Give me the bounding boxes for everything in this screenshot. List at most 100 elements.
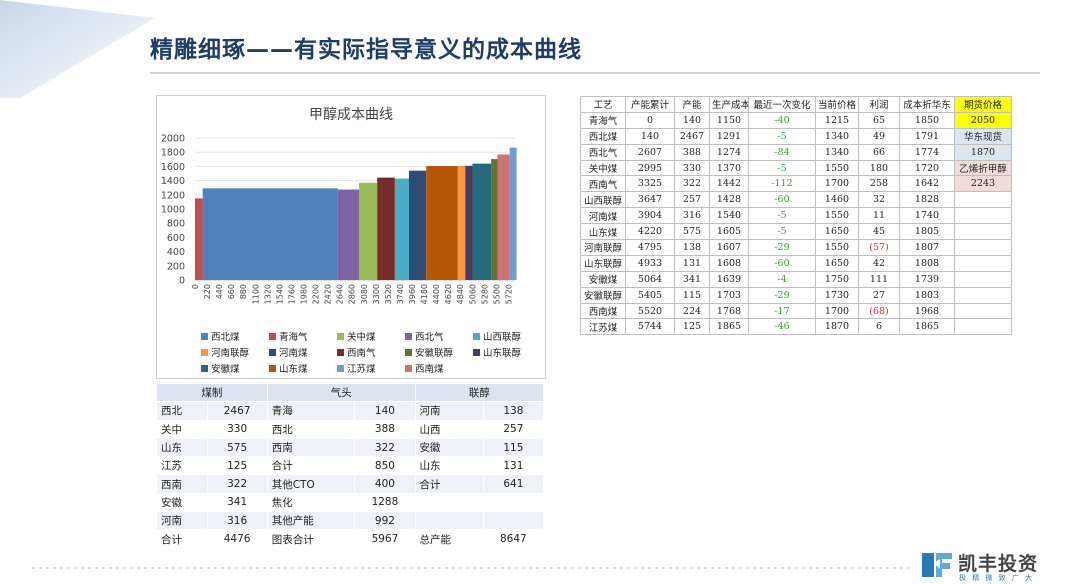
cost-header-row: 工艺 产能累计 产能 生产成本 最近一次变化 当前价格 利润 成本折华东 期货价格 — [580, 96, 1012, 113]
bar-江苏煤 — [509, 147, 517, 280]
legend-item: 西南气 — [337, 348, 405, 360]
cost-cell: 1739 — [899, 270, 955, 288]
summary-value-cell: 341 — [206, 492, 268, 513]
cost-cell: 0 — [625, 111, 675, 129]
summary-label-cell: 安徽 — [414, 437, 484, 458]
summary-label-cell: 合计 — [266, 456, 356, 476]
summary-row: 安徽 341 焦化 1288 — [156, 492, 545, 513]
summary-label-cell: 河南 — [156, 511, 208, 531]
cost-cell: 1700 — [815, 302, 859, 320]
cost-cell: 1740 — [899, 207, 955, 225]
legend-item: 西南煤 — [405, 364, 473, 376]
cost-cell: -46 — [748, 318, 816, 336]
legend-item: 河南煤 — [269, 348, 337, 360]
cost-row: 安徽煤 5064 341 1639 -4 1750 111 1739 — [580, 270, 1012, 288]
empty-side-cell — [954, 207, 1012, 225]
legend-label: 山东联醇 — [483, 348, 522, 359]
cost-cell: 江苏煤 — [580, 318, 626, 336]
cost-cell: -112 — [748, 175, 816, 193]
logo-name: 凯丰投资 — [958, 553, 1039, 575]
summary-value-cell: 330 — [206, 419, 268, 439]
cost-cell: 安徽联醇 — [580, 286, 626, 304]
legend-swatch — [269, 365, 276, 372]
cost-cell: 575 — [674, 223, 710, 241]
cost-cell: 5744 — [625, 318, 675, 336]
cost-cell: 316 — [674, 207, 710, 225]
summary-value-cell: 257 — [482, 419, 545, 439]
cost-cell: 138 — [674, 239, 710, 256]
y-tick-label: 600 — [167, 233, 185, 244]
cost-cell: 45 — [858, 223, 900, 241]
x-tick-label: 4620 — [444, 284, 453, 304]
cost-header-cell: 成本折华东 — [899, 96, 955, 113]
summary-label-cell: 合计 — [156, 529, 208, 549]
legend-swatch — [473, 349, 480, 356]
summary-label-cell: 焦化 — [266, 492, 356, 513]
summary-value-cell: 2467 — [206, 401, 268, 421]
cost-cell: 山西联醇 — [580, 191, 626, 209]
x-tick-label: 3740 — [396, 284, 405, 304]
cost-cell: 1808 — [899, 254, 955, 272]
cost-cell: 257 — [674, 191, 710, 209]
cost-cell: 西北煤 — [580, 127, 626, 145]
legend-swatch — [201, 349, 208, 356]
summary-row: 江苏 125 合计 850 山东 131 — [156, 456, 545, 476]
cost-cell: 32 — [858, 191, 900, 209]
legend-swatch — [269, 333, 276, 340]
summary-value-cell: 131 — [482, 456, 545, 476]
cost-cell: 42 — [858, 254, 900, 272]
cost-cell: 180 — [858, 159, 900, 177]
summary-header-gas: 气头 — [266, 382, 416, 403]
summary-value-cell: 388 — [354, 419, 416, 439]
chart-canvas: 甲醇成本曲线 200018001600140012001000800600400… — [161, 106, 517, 304]
cost-row: 山东联醇 4933 131 1608 -60 1650 42 1808 — [580, 254, 1012, 272]
cost-cell: 2995 — [625, 159, 675, 177]
summary-label-cell: 西南 — [266, 437, 356, 458]
summary-value-cell: 322 — [206, 474, 268, 494]
cost-cell: 1805 — [899, 223, 955, 241]
summary-value-cell: 400 — [354, 474, 416, 494]
bar-山东煤 — [426, 166, 458, 280]
cost-cell: 1703 — [709, 286, 749, 304]
east-spot-label: 华东现货 — [954, 127, 1012, 145]
cost-cell: 1607 — [709, 239, 749, 256]
title-divider — [150, 72, 1040, 74]
summary-value-cell: 138 — [482, 401, 545, 421]
summary-label-cell: 青海 — [266, 401, 356, 421]
cost-cell: 1291 — [709, 127, 749, 145]
x-tick-label: 5060 — [468, 284, 477, 304]
cost-cell: 1650 — [815, 254, 859, 272]
chart-title: 甲醇成本曲线 — [309, 106, 393, 123]
legend-label: 安徽联醇 — [415, 348, 454, 359]
summary-label-cell: 其他产能 — [266, 511, 356, 531]
legend-swatch — [337, 333, 344, 340]
cost-cell: 1460 — [815, 191, 859, 209]
cost-cell: -29 — [748, 286, 816, 304]
legend-swatch — [269, 349, 276, 356]
cost-cell: 65 — [858, 111, 900, 129]
cost-cell: 140 — [625, 127, 675, 145]
legend-label: 山东煤 — [279, 364, 308, 375]
summary-value-cell: 8647 — [482, 529, 545, 549]
cost-cell: 330 — [674, 159, 710, 177]
cost-cell: 1768 — [709, 302, 749, 320]
cost-table-body: 工艺 产能累计 产能 生产成本 最近一次变化 当前价格 利润 成本折华东 期货价格 青海气 0 140… — [580, 96, 1012, 336]
cost-cell: 4220 — [625, 223, 675, 241]
x-tick-label: 1540 — [275, 284, 284, 304]
x-tick-label: 5280 — [480, 284, 489, 304]
bar-山东联醇 — [465, 165, 473, 280]
cost-cell: 1642 — [899, 175, 955, 193]
legend-swatch — [473, 333, 480, 340]
x-tick-label: 2640 — [336, 284, 345, 304]
legend-label: 河南联醇 — [211, 348, 250, 359]
cost-cell: 1850 — [899, 111, 955, 129]
summary-label-cell: 江苏 — [156, 456, 208, 476]
summary-value-cell: 5967 — [354, 529, 416, 549]
summary-value-cell: 850 — [354, 456, 416, 476]
cost-row: 河南煤 3904 316 1540 -5 1550 11 1740 — [580, 207, 1012, 225]
legend-swatch — [201, 365, 208, 372]
summary-label-cell: 西北 — [266, 419, 356, 439]
cost-cell: -40 — [748, 111, 816, 129]
x-tick-label: 1760 — [287, 284, 296, 304]
x-tick-label: 2860 — [348, 284, 357, 304]
